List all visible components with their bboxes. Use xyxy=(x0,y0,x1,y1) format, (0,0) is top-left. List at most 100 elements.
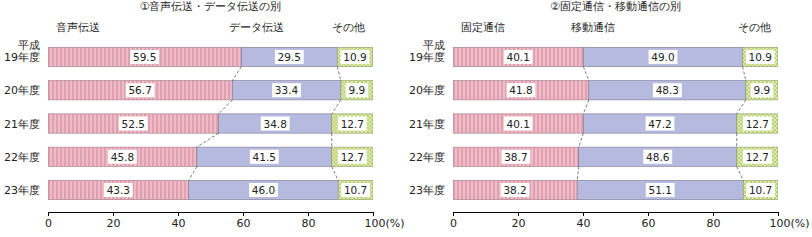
chart-panel: ①音声伝送・データ伝送の別59.556.752.545.843.329.533.… xyxy=(4,0,405,230)
label-background xyxy=(346,83,369,97)
bar-segment xyxy=(48,147,197,166)
tick-label: 0 xyxy=(45,217,52,230)
label-background xyxy=(504,117,533,131)
label-background xyxy=(646,117,675,131)
connector xyxy=(583,100,589,114)
data-label: 45.8 xyxy=(111,151,134,163)
chart-panel: ②固定通信・移動通信の別40.141.840.138.738.249.048.3… xyxy=(409,0,810,230)
data-label: 38.7 xyxy=(504,151,527,163)
chart-title: ①音声伝送・データ伝送の別 xyxy=(140,0,282,13)
bar-segment xyxy=(453,114,583,133)
label-background xyxy=(341,183,370,197)
legend: 音声伝送 データ伝送 その他 xyxy=(56,21,365,34)
data-label: 46.0 xyxy=(252,184,275,196)
connector xyxy=(332,166,339,180)
bar-segment xyxy=(189,180,339,199)
category-label: 23年度 xyxy=(409,184,445,197)
data-label: 10.7 xyxy=(344,184,367,196)
tick: 100(%) xyxy=(770,212,810,230)
category-labels: 平成19年度20年度21年度22年度23年度 xyxy=(4,39,40,197)
data-label: 9.9 xyxy=(349,84,366,96)
data-label: 41.8 xyxy=(509,84,532,96)
connector xyxy=(189,166,197,180)
category-label: 22年度 xyxy=(4,151,40,164)
data-label: 59.5 xyxy=(133,51,156,63)
bar-segment xyxy=(232,81,341,100)
tick: 80 xyxy=(707,212,721,230)
data-label: 52.5 xyxy=(122,118,145,130)
plot-area xyxy=(453,47,778,199)
connector xyxy=(337,67,341,81)
label-background xyxy=(126,83,155,97)
bar-segment xyxy=(219,114,332,133)
legend-entry: 音声伝送 xyxy=(56,21,100,34)
tick-mark xyxy=(778,212,779,216)
data-label: 10.7 xyxy=(749,184,772,196)
figure: ①音声伝送・データ伝送の別59.556.752.545.843.329.533.… xyxy=(0,0,812,237)
data-label: 34.8 xyxy=(263,118,286,130)
connector xyxy=(737,100,746,114)
connector xyxy=(736,133,737,147)
tick-label: 80 xyxy=(302,217,316,230)
axis-line xyxy=(49,213,374,217)
tick-label: 20 xyxy=(512,217,526,230)
tick: 0 xyxy=(45,212,52,230)
label-background xyxy=(275,50,304,64)
tick-mark xyxy=(518,212,519,216)
label-background xyxy=(643,150,672,164)
data-label: 51.1 xyxy=(648,184,671,196)
data-label: 12.7 xyxy=(341,118,364,130)
tick: 100(%) xyxy=(365,212,405,230)
bar-segment xyxy=(48,81,232,100)
data-label: 48.6 xyxy=(646,151,670,163)
legend-entry: その他 xyxy=(738,21,771,34)
connector xyxy=(232,67,241,81)
connector xyxy=(737,166,744,180)
label-background xyxy=(649,50,678,64)
label-background xyxy=(130,50,159,64)
data-labels: 59.556.752.545.843.329.533.434.841.546.0… xyxy=(104,50,370,197)
tick-mark xyxy=(113,212,114,216)
label-background xyxy=(746,50,775,64)
label-background xyxy=(341,50,370,64)
tick-mark xyxy=(583,212,584,216)
data-label: 10.9 xyxy=(343,51,366,63)
data-label: 29.5 xyxy=(278,51,301,63)
category-label: 21年度 xyxy=(409,118,445,131)
label-background xyxy=(646,183,675,197)
label-background xyxy=(507,83,536,97)
legend: 固定通信移動通信その他 xyxy=(461,21,771,34)
legend-entry: その他 xyxy=(332,21,365,34)
data-label: 47.2 xyxy=(648,118,671,130)
x-axis: 020406080100(%) xyxy=(450,212,810,230)
data-labels: 40.141.840.138.738.249.048.347.248.651.1… xyxy=(501,50,775,197)
bar-segment xyxy=(583,47,742,66)
label-background xyxy=(108,150,137,164)
category-label: 平成19年度 xyxy=(409,39,445,64)
category-labels: 平成19年度20年度21年度22年度23年度 xyxy=(409,39,445,197)
tick-label: 100(%) xyxy=(770,217,810,230)
bar-segment xyxy=(338,180,373,199)
data-label: 12.7 xyxy=(746,118,769,130)
tick-mark xyxy=(308,212,309,216)
data-label: 40.1 xyxy=(506,118,529,130)
bar-segment xyxy=(737,147,778,166)
label-background xyxy=(338,150,367,164)
tick-mark xyxy=(243,212,244,216)
connector xyxy=(332,100,341,114)
tick: 60 xyxy=(642,212,656,230)
label-background xyxy=(501,183,530,197)
tick-mark xyxy=(373,212,374,216)
legend-entry: データ伝送 xyxy=(229,21,284,34)
data-label: 40.1 xyxy=(506,51,529,63)
label-background xyxy=(261,117,290,131)
bar-segment xyxy=(337,47,372,66)
label-background xyxy=(119,117,148,131)
category-label: 23年度 xyxy=(4,184,40,197)
bar-segment xyxy=(48,180,189,199)
connector xyxy=(331,133,332,147)
x-axis: 020406080100(%) xyxy=(45,212,405,230)
tick-mark xyxy=(453,212,454,216)
category-label: 21年度 xyxy=(4,118,40,131)
bar-segment xyxy=(453,180,577,199)
